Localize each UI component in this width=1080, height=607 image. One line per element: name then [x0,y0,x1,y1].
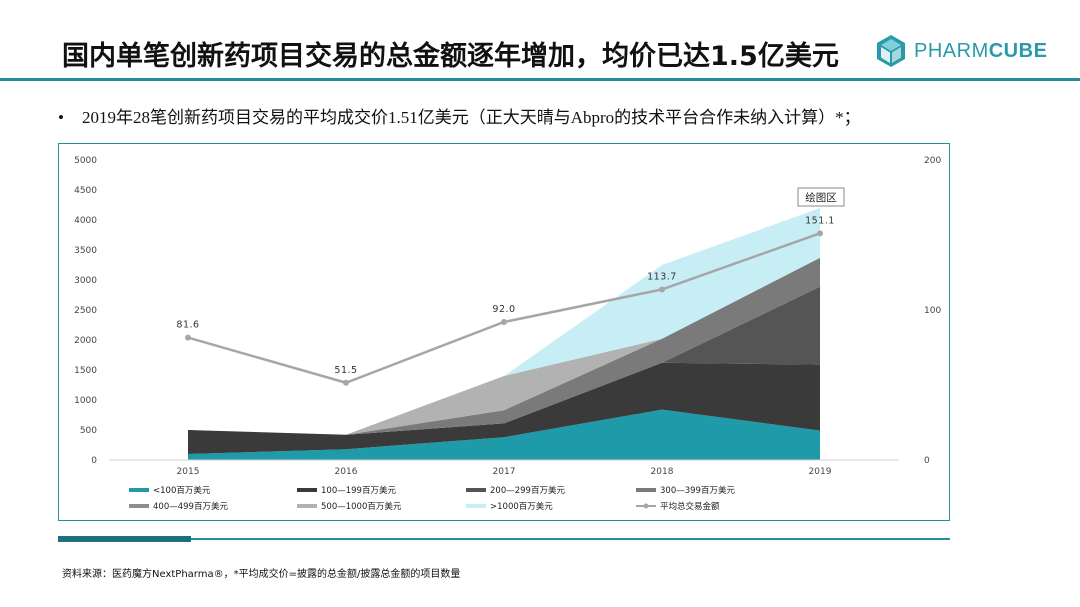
y-tick-label: 2000 [74,336,97,346]
legend-label: 200—299百万美元 [490,485,565,496]
average-data-label: 51.5 [334,365,357,376]
x-tick-label: 2019 [809,467,832,477]
average-data-label: 113.7 [647,271,677,282]
legend-label: 300—399百万美元 [660,485,735,496]
y-tick-label: 1000 [74,396,97,406]
legend-swatch [297,488,317,492]
average-point [659,286,665,293]
footer-accent-bar [58,536,191,542]
legend-label: >1000百万美元 [490,501,553,512]
legend-label: 平均总交易金额 [660,501,720,512]
average-point [185,334,191,341]
footer-divider [191,538,950,540]
x-tick-label: 2016 [335,467,358,477]
legend-swatch [129,504,149,508]
y-tick-label: 4500 [74,186,97,196]
legend-line-marker [643,503,649,509]
y-tick-label: 2500 [74,306,97,316]
average-point [501,319,507,325]
y2-tick-label: 0 [924,456,930,466]
area-series-1 [188,409,820,460]
bullet-point: • 2019年28笔创新药项目交易的平均成交价1.51亿美元（正大天晴与Abpro… [58,103,861,128]
average-data-label: 151.1 [805,215,835,226]
y-tick-label: 3500 [74,246,97,256]
pharmcube-logo: PHARMCUBE [876,34,1047,68]
x-tick-label: 2017 [493,467,516,477]
page-title: 国内单笔创新药项目交易的总金额逐年增加，均价已达1.5亿美元 [62,41,839,72]
legend-swatch [129,488,149,492]
tooltip-text: 绘图区 [805,191,837,204]
average-point [343,379,349,386]
y-tick-label: 5000 [74,156,97,166]
y-tick-label: 0 [91,456,97,466]
legend-label: 100—199百万美元 [321,485,396,496]
area-series-3 [188,286,820,435]
y-tick-label: 1500 [74,366,97,376]
legend-label: 500—1000百万美元 [321,501,402,512]
legend-swatch [466,504,486,508]
logo-text: PHARMCUBE [914,39,1048,62]
tooltip-box [797,187,845,207]
y2-tick-label: 200 [924,156,941,166]
cube-logo-icon [877,35,905,67]
area-series-2 [188,362,820,454]
source-note: 资料来源：医药魔方NextPharma®，*平均成交价=披露的总金额/披露总金额… [62,569,461,580]
legend-swatch [636,488,656,492]
bullet-text: 2019年28笔创新药项目交易的平均成交价1.51亿美元（正大天晴与Abpro的… [82,108,861,127]
average-data-label: 81.6 [176,320,199,331]
legend-swatch [466,488,486,492]
chart-container: 0 500 1000 1500 2000 2500 3000 3500 4000 4500 5000… [58,143,950,521]
area-series-4 [188,257,820,435]
legend-label: <100百万美元 [153,485,211,496]
y-tick-label: 500 [80,426,97,436]
average-point [817,230,823,237]
x-tick-label: 2018 [651,467,674,477]
area-series-6 [188,257,820,435]
legend-swatch [297,504,317,508]
average-data-label: 92.0 [492,304,515,315]
area-series-7 [188,208,820,435]
bullet-marker: • [58,108,64,127]
legend-label: 400—499百万美元 [153,501,228,512]
y-tick-label: 3000 [74,276,97,286]
x-tick-label: 2015 [177,467,200,477]
stacked-area-chart: 0500100015002000250030003500400045005000… [74,156,941,512]
y2-tick-label: 100 [924,306,941,316]
y-tick-label: 4000 [74,216,97,226]
title-divider [0,78,1080,81]
